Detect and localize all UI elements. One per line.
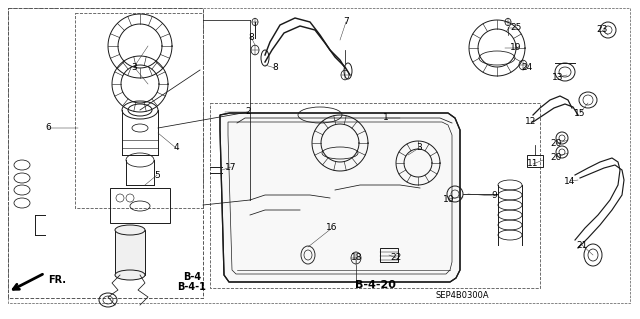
Bar: [115, 230, 145, 275]
Text: 9: 9: [491, 191, 497, 201]
Text: 19: 19: [510, 43, 522, 53]
Text: 11: 11: [527, 160, 539, 168]
Text: 15: 15: [574, 108, 586, 117]
Text: 5: 5: [154, 170, 160, 180]
Bar: [8, 8, 203, 298]
Text: 10: 10: [444, 195, 455, 204]
Text: 2: 2: [245, 108, 251, 116]
Text: 6: 6: [45, 123, 51, 132]
Text: 23: 23: [596, 26, 608, 34]
Text: B-4: B-4: [183, 272, 201, 282]
Text: 24: 24: [522, 63, 532, 72]
Text: 22: 22: [390, 254, 402, 263]
Text: B-4-20: B-4-20: [355, 280, 396, 290]
Text: 3: 3: [416, 144, 422, 152]
Bar: [110, 188, 170, 223]
Bar: [380, 248, 398, 262]
Text: 20: 20: [550, 139, 562, 149]
Text: 20: 20: [550, 152, 562, 161]
Text: SEP4B0300A: SEP4B0300A: [435, 291, 489, 300]
Text: 18: 18: [351, 254, 363, 263]
Text: 1: 1: [383, 114, 389, 122]
Text: 4: 4: [173, 144, 179, 152]
Text: 14: 14: [564, 176, 576, 186]
Bar: [75, 13, 203, 208]
Bar: [527, 155, 543, 167]
Text: 21: 21: [576, 241, 588, 249]
Text: 8: 8: [272, 63, 278, 72]
Text: B-4-1: B-4-1: [177, 282, 207, 292]
Text: 25: 25: [510, 24, 522, 33]
Text: 17: 17: [225, 162, 237, 172]
Text: 16: 16: [326, 224, 338, 233]
Polygon shape: [220, 113, 460, 282]
Text: 3: 3: [131, 63, 137, 71]
Text: 8: 8: [248, 33, 254, 41]
Text: 7: 7: [343, 18, 349, 26]
Bar: [210, 103, 540, 288]
Ellipse shape: [115, 270, 145, 280]
Ellipse shape: [115, 225, 145, 235]
Text: 13: 13: [552, 72, 564, 81]
Text: 12: 12: [525, 116, 537, 125]
Text: FR.: FR.: [48, 275, 66, 285]
